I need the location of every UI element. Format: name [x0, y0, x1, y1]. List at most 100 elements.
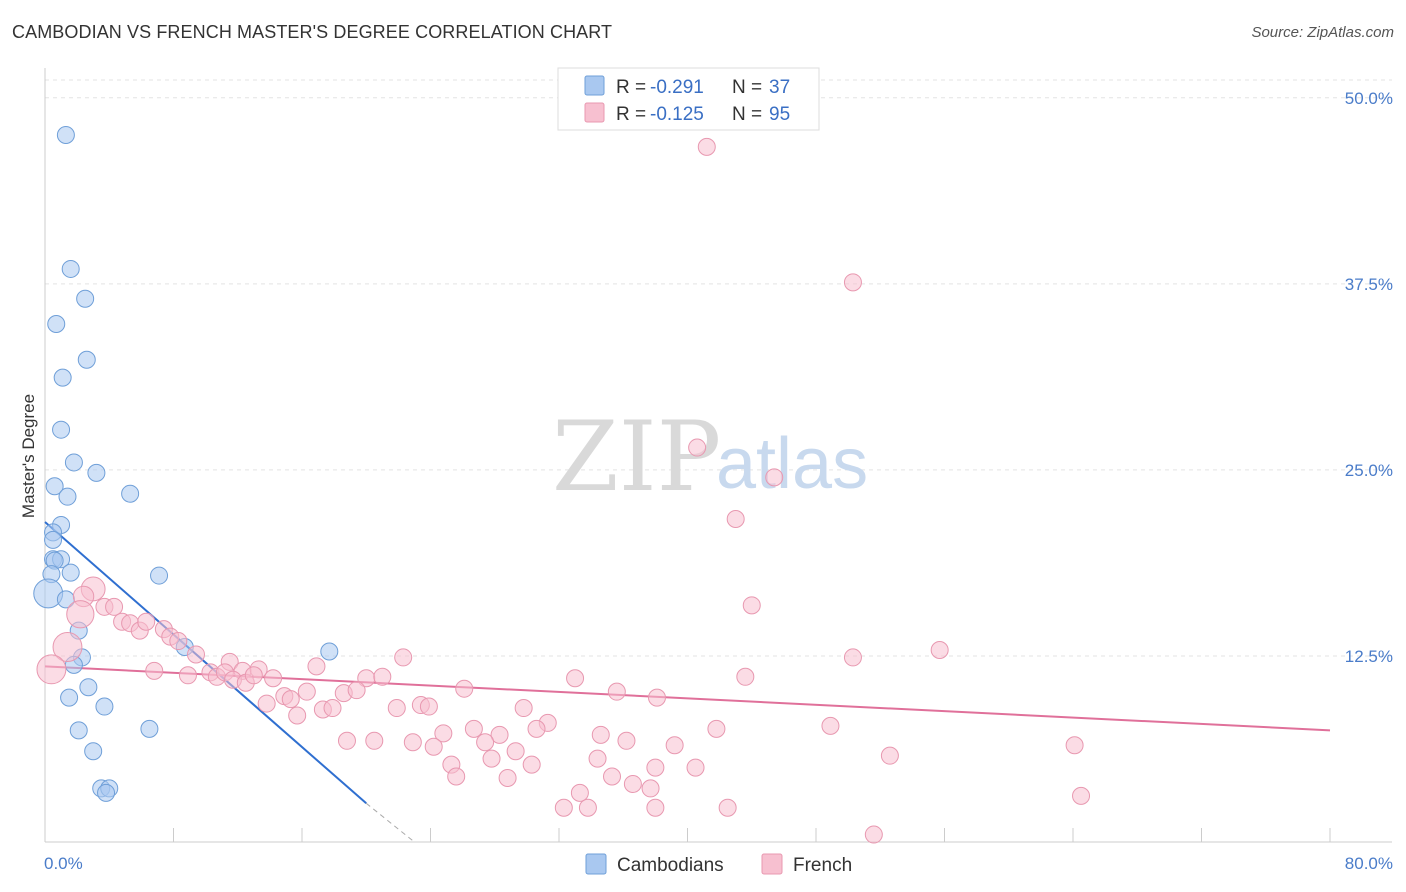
french-point: [264, 669, 283, 688]
legend-r-label-cambodians: R =: [616, 77, 646, 98]
french-point: [506, 742, 525, 761]
french-point: [490, 725, 509, 744]
french-point: [498, 768, 517, 787]
french-point: [617, 731, 636, 750]
cambodians-point: [45, 477, 64, 496]
french-point: [373, 667, 392, 686]
french-point: [476, 733, 495, 752]
y-axis: 12.5% 25.0% 37.5% 50.0%: [44, 68, 1393, 842]
french-point: [570, 783, 589, 802]
cambodians-point: [121, 484, 140, 503]
french-point: [554, 798, 573, 817]
bottom-legend-label-french: French: [793, 855, 852, 876]
cambodians-point: [97, 783, 116, 802]
french-point: [765, 468, 784, 487]
cambodians-point: [76, 289, 95, 308]
french-point: [137, 612, 156, 631]
cambodians-point: [64, 453, 83, 472]
french-point: [365, 731, 384, 750]
french-point: [424, 737, 443, 756]
french-point: [843, 273, 862, 292]
french-point: [514, 699, 533, 718]
legend-n-value-french: 95: [769, 104, 790, 125]
french-point: [707, 719, 726, 738]
french-point: [647, 688, 666, 707]
french-point: [288, 706, 307, 725]
french-point: [603, 767, 622, 786]
french-point: [688, 438, 707, 457]
cambodians-point: [87, 463, 106, 482]
french-point: [646, 758, 665, 777]
legend-swatch-french: [584, 102, 605, 123]
french-point: [1072, 786, 1091, 805]
french-point: [578, 798, 597, 817]
cambodians-point: [53, 368, 72, 387]
cambodians-point: [84, 742, 103, 761]
series-french: [36, 137, 1091, 844]
french-point: [387, 699, 406, 718]
french-point: [864, 825, 883, 844]
cambodians-point: [61, 563, 80, 582]
chart-title: CAMBODIAN VS FRENCH MASTER'S DEGREE CORR…: [12, 22, 613, 42]
cambodians-point: [44, 530, 63, 549]
legend-box: R = -0.291 N = 37 R = -0.125 N = 95: [557, 67, 820, 131]
french-point: [66, 600, 95, 629]
x-axis: 0.0% 80.0%: [44, 828, 1393, 873]
french-point: [323, 699, 342, 718]
french-point: [880, 746, 899, 765]
french-point: [36, 654, 67, 685]
cambodians-point: [79, 678, 98, 697]
y-axis-title: Master's Degree: [19, 394, 38, 518]
y-tick-label: 12.5%: [1345, 647, 1393, 666]
series-cambodians: [33, 125, 339, 802]
french-point: [1065, 736, 1084, 755]
french-point: [697, 137, 716, 156]
cambodians-point: [47, 315, 66, 334]
watermark-atlas: atlas: [716, 424, 868, 504]
french-point: [419, 697, 438, 716]
french-point: [394, 648, 413, 667]
french-point: [566, 669, 585, 688]
bottom-legend: Cambodians French: [585, 853, 852, 876]
french-point: [281, 690, 300, 709]
y-tick-label: 37.5%: [1345, 275, 1393, 294]
french-point: [455, 679, 474, 698]
bottom-legend-swatch-cambodians: [585, 853, 607, 875]
french-point: [337, 731, 356, 750]
watermark: ZIP atlas: [552, 401, 868, 513]
cambodians-point: [140, 719, 159, 738]
trend-line-cambodians: [44, 521, 367, 805]
french-point: [522, 755, 541, 774]
french-point: [447, 767, 466, 786]
french-point: [307, 657, 326, 676]
french-point: [482, 749, 501, 768]
french-point: [403, 733, 422, 752]
legend-r-value-cambodians: -0.291: [650, 77, 704, 98]
cambodians-point: [69, 721, 88, 740]
points: [33, 125, 1091, 844]
cambodians-point: [77, 350, 96, 369]
french-point: [843, 648, 862, 667]
french-point: [297, 682, 316, 701]
french-point: [591, 725, 610, 744]
legend-n-label-french: N =: [732, 104, 762, 125]
french-point: [145, 661, 164, 680]
watermark-zip: ZIP: [552, 401, 721, 513]
bottom-legend-swatch-french: [761, 853, 783, 875]
legend-r-value-french: -0.125: [650, 104, 704, 125]
french-point: [686, 758, 705, 777]
legend-n-label-cambodians: N =: [732, 77, 762, 98]
french-point: [527, 719, 546, 738]
y-tick-label: 25.0%: [1345, 461, 1393, 480]
french-point: [607, 682, 626, 701]
french-point: [169, 632, 188, 651]
legend-r-label-french: R =: [616, 104, 646, 125]
french-point: [588, 749, 607, 768]
cambodians-point: [95, 697, 114, 716]
french-point: [718, 798, 737, 817]
trend-extension-cambodians: [365, 802, 415, 843]
legend-n-value-cambodians: 37: [769, 77, 790, 98]
french-point: [646, 798, 665, 817]
french-point: [434, 724, 453, 743]
